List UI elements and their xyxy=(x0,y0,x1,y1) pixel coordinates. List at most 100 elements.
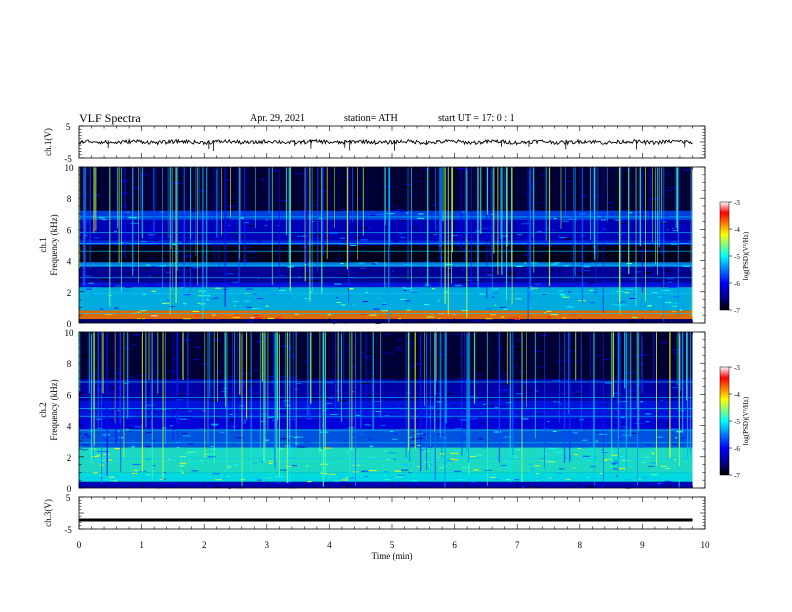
spectrogram-ch1-speckle xyxy=(271,170,280,171)
spectrogram-ch2-speckle xyxy=(556,345,561,347)
spectrogram-ch2-speckle xyxy=(345,348,352,350)
date-label: Apr. 29, 2021 xyxy=(250,113,305,124)
spectrogram-ch1-speckle xyxy=(672,230,677,232)
spectrogram-ch2-speckle xyxy=(84,418,89,420)
spectrogram-ch1-speckle xyxy=(474,293,478,295)
spectrogram-ch1-speckle xyxy=(459,281,462,283)
spectrogram-ch1-speckle xyxy=(267,317,274,319)
spectrogram-ch2-speckle xyxy=(214,417,217,419)
spectrogram-ch2-speckle xyxy=(500,390,507,392)
spectrogram-ch2-speckle xyxy=(383,478,391,480)
spectrogram-ch1-speckle xyxy=(185,268,192,270)
spectrogram-ch1-speckle xyxy=(554,262,561,264)
spectrogram-ch1-speckle xyxy=(385,283,388,285)
spectrogram-ch2-speckle xyxy=(241,377,245,379)
spectrogram-ch2-speckle xyxy=(634,423,639,425)
spectrogram-ch2-speckle xyxy=(548,461,556,463)
spectrogram-ch1-speckle xyxy=(111,181,118,183)
spectrogram-ch2-speckle xyxy=(390,431,394,433)
spectrogram-ch2-speckle xyxy=(321,409,328,411)
spectrogram-ch2-speckle xyxy=(515,365,519,367)
spectrogram-ch2-speckle xyxy=(550,365,558,367)
spectrogram-ch2-speckle xyxy=(463,484,468,486)
spectrogram-ch2-speckle xyxy=(501,343,509,345)
spectrogram-ch1-speckle xyxy=(373,247,378,249)
spectrogram-ch1-speckle xyxy=(268,249,274,251)
spectrogram-ch2-speckle xyxy=(540,366,545,368)
spectrogram-ch1-speckle xyxy=(517,234,523,236)
spectrogram-ch2-speckle xyxy=(538,413,542,415)
spectrogram-ch1-speckle xyxy=(316,201,322,203)
spectrogram-ch1-speckle xyxy=(246,261,249,263)
spectrogram-ch2-speckle xyxy=(454,428,463,430)
spectrogram-ch2-speckle xyxy=(205,453,208,455)
spectrogram-ch2-speckle xyxy=(419,414,424,416)
spectrogram-ch1-speckle xyxy=(94,237,99,239)
spectrogram-ch2-speckle xyxy=(291,419,295,421)
spectrogram-ch2-speckle xyxy=(215,479,223,481)
spectrogram-ch2-speckle xyxy=(152,406,156,408)
spectrogram-ch2-speckle xyxy=(395,476,403,478)
spectrogram-ch2-speckle xyxy=(612,463,616,465)
spectrogram-ch1-speckle xyxy=(80,221,89,223)
spectrogram-ch2-speckle xyxy=(305,402,310,404)
spectrogram-ch2-speckle xyxy=(280,359,288,361)
y-tick-label: 2 xyxy=(67,453,72,463)
spectrogram-ch1-speckle xyxy=(387,213,395,215)
spectrogram-ch2-speckle xyxy=(229,356,235,358)
spectrogram-ch2-speckle xyxy=(490,477,496,479)
colorbar-tick-label: -6 xyxy=(734,280,740,288)
spectrogram-ch2-speckle xyxy=(540,335,548,336)
spectrogram-ch2-speckle xyxy=(195,346,201,348)
spectrogram-ch2-speckle xyxy=(394,433,397,435)
spectrogram-ch2-speckle xyxy=(582,439,588,441)
spectrogram-ch1-speckle xyxy=(559,237,567,238)
spectrogram-ch2-speckle xyxy=(133,334,141,336)
spectrogram-ch1-speckle xyxy=(355,255,361,256)
spectrogram-ch1-speckle xyxy=(585,273,589,275)
spectrogram-ch1-speckle xyxy=(550,263,558,265)
spectrogram-ch1-speckle xyxy=(406,276,415,278)
spectrogram-ch1-speckle xyxy=(253,315,259,316)
spectrogram-ch2-speckle xyxy=(207,389,211,391)
spectrogram-ch1-speckle xyxy=(244,300,250,302)
spectrogram-ch1-speckle xyxy=(232,198,236,200)
spectrogram-ch1-speckle xyxy=(537,238,540,240)
spectrogram-ch1-speckle xyxy=(633,259,636,261)
spectrogram-ch2-speckle xyxy=(619,351,623,353)
spectrogram-ch2-speckle xyxy=(494,431,502,433)
spectrogram-ch2-speckle xyxy=(180,359,188,361)
spectrogram-ch1-speckle xyxy=(184,255,192,257)
spectrogram-ch1-speckle xyxy=(219,195,227,197)
spectrogram-ch1-speckle xyxy=(610,252,618,254)
spectrogram-ch1-speckle xyxy=(583,266,590,268)
spectrogram-ch1-speckle xyxy=(350,245,357,246)
spectrogram-ch1-speckle xyxy=(272,190,276,192)
spectrogram-ch2-speckle xyxy=(166,359,172,361)
spectrogram-ch2-speckle xyxy=(540,423,544,425)
spectrogram-ch1-speckle xyxy=(453,196,459,198)
spectrogram-ch1-speckle xyxy=(417,217,424,219)
spectrogram-ch2-speckle xyxy=(257,404,261,406)
spectrogram-ch2-speckle xyxy=(520,377,527,379)
spectrogram-ch2-speckle xyxy=(301,395,304,397)
spectrogram-ch2-speckle xyxy=(681,437,686,439)
spectrogram-ch2-speckle xyxy=(230,414,233,415)
spectrogram-ch2-speckle xyxy=(211,400,218,402)
spectrogram-ch2-speckle xyxy=(380,424,387,426)
spectrogram-ch1-speckle xyxy=(262,175,269,177)
spectrogram-ch1-speckle xyxy=(564,181,573,183)
spectrogram-ch1-speckle xyxy=(553,187,560,189)
spectrogram-ch1-speckle xyxy=(649,206,653,208)
spectrogram-ch2-speckle xyxy=(220,388,225,390)
spectrogram-ch1-band xyxy=(79,319,693,323)
spectrogram-ch2-speckle xyxy=(368,394,374,396)
spectrogram-ch2-speckle xyxy=(389,339,398,341)
spectrogram-ch1-speckle xyxy=(288,310,293,312)
spectrogram-ch1-speckle xyxy=(235,239,239,241)
spectrogram-ch2-speckle xyxy=(323,447,332,449)
spectrogram-ch2-speckle xyxy=(575,393,580,395)
spectrogram-ch2-speckle xyxy=(291,465,298,467)
spectrogram-ch2-speckle xyxy=(339,400,346,402)
spectrogram-ch1-speckle xyxy=(647,197,650,199)
